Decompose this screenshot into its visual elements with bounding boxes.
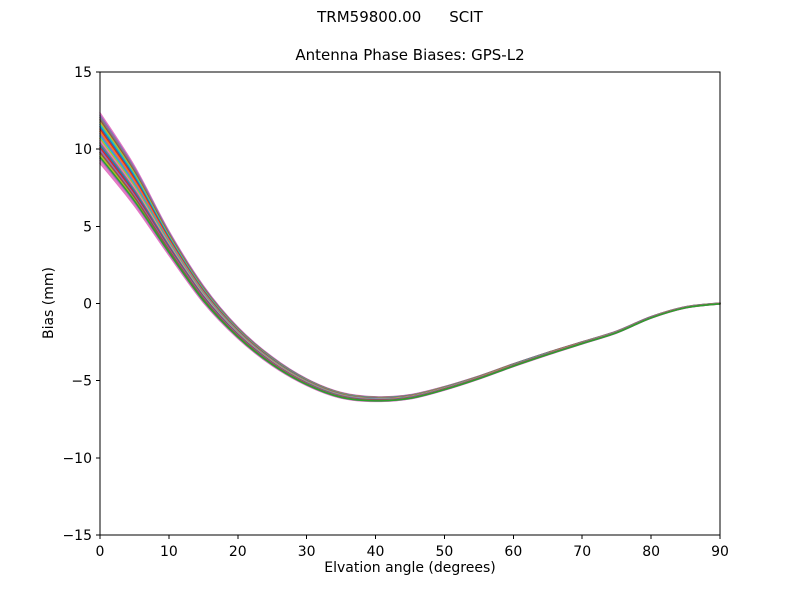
series-line-curve-10 [99, 132, 721, 400]
x-tick-label: 60 [504, 544, 522, 560]
x-tick-label: 30 [298, 544, 316, 560]
site-code: SCIT [449, 8, 483, 26]
y-axis-label: Bias (mm) [41, 266, 57, 340]
y-tick-label: −5 [71, 374, 92, 390]
series-line-curve-09 [99, 130, 721, 400]
y-tick-label: 5 [83, 219, 92, 235]
series-line-curve-06 [99, 123, 721, 399]
series-line-curve-02 [99, 114, 721, 398]
series-line-curve-01 [99, 112, 721, 398]
x-tick-label: 70 [573, 544, 591, 560]
x-tick-label: 10 [160, 544, 178, 560]
y-tick-label: 15 [74, 65, 92, 81]
x-tick-label: 80 [642, 544, 660, 560]
x-tick-label: 0 [96, 544, 105, 560]
series-line-curve-12 [99, 137, 721, 400]
x-axis-label: Elvation angle (degrees) [324, 560, 496, 576]
figure-title: TRM59800.00 SCIT [0, 8, 800, 26]
series-line-curve-05 [99, 121, 721, 399]
series-line-curve-24 [99, 156, 721, 402]
y-tick-label: 0 [83, 297, 92, 313]
y-tick-label: −15 [62, 528, 92, 544]
x-tick-label: 40 [367, 544, 385, 560]
series-line-curve-07 [99, 126, 721, 399]
series-line-curve-04 [99, 119, 721, 399]
antenna-model: TRM59800.00 [317, 8, 422, 26]
x-tick-label: 20 [229, 544, 247, 560]
y-tick-label: 10 [74, 142, 92, 158]
y-tick-label: −10 [62, 451, 92, 467]
series-line-curve-11 [99, 135, 721, 400]
series-line-curve-03 [99, 116, 721, 399]
x-tick-label: 90 [711, 544, 729, 560]
axes-frame [99, 71, 721, 536]
series-line-curve-08 [99, 128, 721, 400]
chart-title: Antenna Phase Biases: GPS-L2 [295, 46, 525, 64]
x-tick-label: 50 [436, 544, 454, 560]
